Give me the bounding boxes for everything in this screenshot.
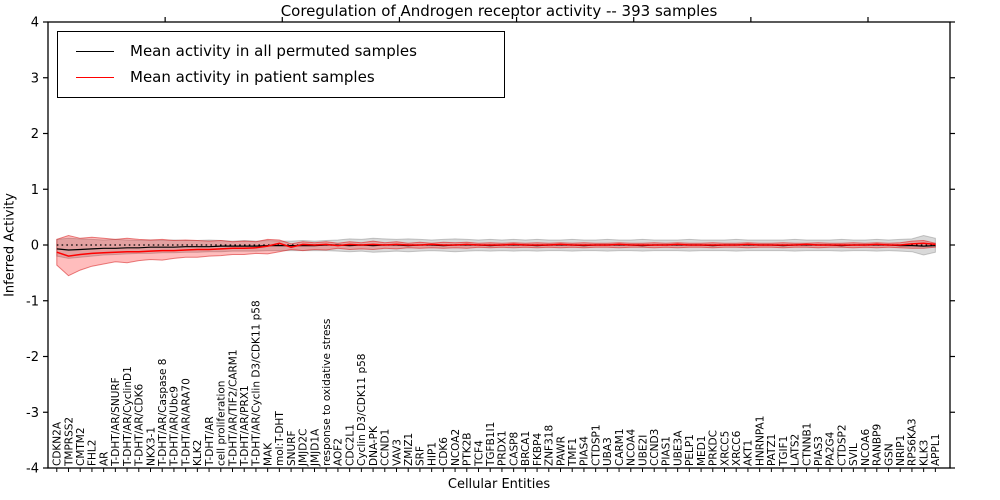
x-tick-label: TGIF1 <box>778 436 790 467</box>
x-tick-label: T-DHT/AR/TIF2/CARM1 <box>227 349 239 467</box>
x-tick-label: AOF2 <box>333 438 345 466</box>
x-tick-label: XRCC5 <box>719 431 731 466</box>
x-tick-label: T-DHT/AR/Caspase 8 <box>157 359 169 467</box>
x-tick-label: ZNF318 <box>544 425 556 466</box>
x-tick-label: SNURF <box>286 430 298 466</box>
x-tick-label: PA2G4 <box>825 431 837 466</box>
x-tick-label: PIAS1 <box>661 436 673 466</box>
x-tick-label: GSN <box>883 443 895 466</box>
x-tick-label: CDKN2A <box>52 421 64 466</box>
x-tick-label: T-DHT/AR/CyclinD1 <box>122 366 134 467</box>
y-tick-label: 2 <box>31 127 39 142</box>
legend: Mean activity in all permuted samples Me… <box>57 31 505 98</box>
x-tick-label: CTDSP2 <box>836 424 848 466</box>
x-tick-label: PIAS4 <box>579 436 591 466</box>
x-tick-label: LATS2 <box>790 434 802 466</box>
patient-line-swatch <box>76 76 114 78</box>
x-tick-label: MED1 <box>696 436 708 466</box>
y-tick-label: -2 <box>26 350 39 365</box>
x-tick-label: FHL2 <box>87 440 99 466</box>
x-tick-label: T-DHT/AR <box>204 416 216 467</box>
x-tick-label: PATZ1 <box>766 434 778 466</box>
x-tick-label: PAWR <box>555 436 567 466</box>
x-tick-label: CASP8 <box>508 432 520 466</box>
x-tick-label: CARM1 <box>614 428 626 466</box>
y-tick-label: 4 <box>31 16 39 31</box>
x-tick-label: HIP1 <box>426 442 438 466</box>
x-tick-label: MAK <box>262 442 274 466</box>
x-tick-label: SRF <box>415 446 427 466</box>
x-tick-label: response to oxidative stress <box>321 319 333 466</box>
legend-item-permuted: Mean activity in all permuted samples <box>58 38 504 64</box>
permuted-std-band <box>56 234 936 259</box>
x-tick-label: Cyclin D3/CDK11 p58 <box>356 354 368 466</box>
x-tick-label: DNA-PK <box>368 425 380 466</box>
x-tick-label: TGFB1I1 <box>485 422 497 467</box>
legend-item-patient: Mean activity in patient samples <box>58 64 504 90</box>
permuted-line-swatch <box>76 50 114 52</box>
chart-title: Coregulation of Androgen receptor activi… <box>280 2 718 20</box>
x-tick-label: KLK2 <box>192 440 204 466</box>
x-tick-label: UBA3 <box>602 437 614 466</box>
x-tick-label: AKT1 <box>743 440 755 466</box>
x-tick-label: RPS6KA3 <box>907 418 919 466</box>
x-tick-label: XRCC6 <box>731 430 743 466</box>
x-tick-label: TMPRSS2 <box>63 417 75 467</box>
x-tick-label: CMTM2 <box>75 427 87 466</box>
x-tick-label: BRCA1 <box>520 431 532 466</box>
x-tick-label: NRIP1 <box>895 435 907 466</box>
x-tick-label: VAV3 <box>391 439 403 466</box>
x-tick-label: JMJD2C <box>298 429 310 467</box>
x-tick-label: T-DHT/AR/SNURF <box>110 377 122 467</box>
x-tick-label: UBE3A <box>672 430 684 466</box>
x-tick-label: T-DHT/AR/Cyclin D3/CDK11 p58 <box>251 300 263 467</box>
x-tick-label: T-DHT/AR/Ubc9 <box>169 386 181 467</box>
x-tick-label: FKBP4 <box>532 433 544 466</box>
x-tick-label: SVIL <box>848 443 860 466</box>
y-axis-label: Inferred Activity <box>2 193 18 297</box>
legend-label-permuted: Mean activity in all permuted samples <box>130 42 417 60</box>
x-tick-label: RANBP9 <box>872 424 884 466</box>
x-tick-label: HNRNPA1 <box>754 416 766 466</box>
y-tick-label: -4 <box>26 462 39 477</box>
legend-label-patient: Mean activity in patient samples <box>130 68 375 86</box>
x-tick-label: TMF1 <box>567 438 579 467</box>
x-tick-label: PTK2B <box>462 432 474 466</box>
x-tick-label: NCOA4 <box>626 429 638 466</box>
x-tick-label: cell proliferation <box>216 381 228 466</box>
x-tick-label: AR <box>98 452 110 466</box>
x-tick-label: ZMIZ1 <box>403 433 415 466</box>
x-tick-label: T-DHT/AR/CDK6 <box>134 384 146 467</box>
x-tick-label: PELP1 <box>684 434 696 466</box>
x-tick-label: mol:T-DHT <box>274 411 286 466</box>
y-tick-label: -3 <box>26 406 39 421</box>
x-tick-label: JMJD1A <box>309 428 321 467</box>
x-tick-label: T-DHT/AR/PRX1 <box>239 385 251 467</box>
x-tick-label: CDC2L1 <box>344 424 356 466</box>
x-tick-label: T-DHT/AR/ARA70 <box>180 378 192 467</box>
x-tick-label: NCOA2 <box>450 429 462 466</box>
x-tick-label: CCND3 <box>649 429 661 466</box>
x-tick-label: APPL1 <box>930 434 942 466</box>
y-tick-label: 1 <box>31 183 39 198</box>
y-tick-label: 3 <box>31 71 39 86</box>
x-tick-label: PRKDC <box>708 430 720 466</box>
x-tick-label: PIAS3 <box>813 436 825 466</box>
x-tick-label: PRDX1 <box>497 430 509 466</box>
x-tick-label: CDK6 <box>438 437 450 466</box>
x-tick-label: UBE2I <box>637 435 649 466</box>
y-tick-label: -1 <box>26 294 39 309</box>
x-tick-label: NCOA6 <box>860 429 872 466</box>
x-tick-label: TCF4 <box>473 440 485 467</box>
y-tick-label: 0 <box>31 239 39 254</box>
x-tick-label: CCND1 <box>380 429 392 466</box>
x-tick-label: NKX3-1 <box>145 427 157 466</box>
patient-mean-line <box>56 242 936 257</box>
x-axis-label: Cellular Entities <box>447 477 551 492</box>
x-tick-label: CTNNB1 <box>801 423 813 466</box>
x-tick-label: KLK3 <box>918 440 930 466</box>
x-tick-label: CTDSP1 <box>590 424 602 466</box>
